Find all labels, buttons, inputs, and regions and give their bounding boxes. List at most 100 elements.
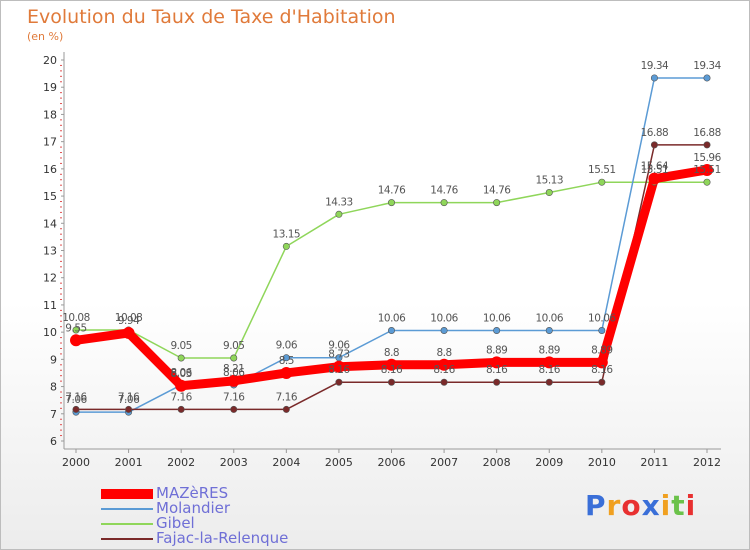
data-point <box>280 366 293 379</box>
y-minor-tick <box>60 282 62 284</box>
y-tick-label: 8 <box>50 381 57 394</box>
legend-swatch-gibel <box>101 522 153 525</box>
data-point <box>335 210 343 218</box>
y-minor-tick <box>60 288 62 290</box>
data-point <box>650 74 658 82</box>
y-tick-label: 20 <box>43 54 57 67</box>
data-point <box>387 199 395 207</box>
y-minor-tick <box>60 75 62 77</box>
legend-label-fajac: Fajac-la-Relenque <box>156 529 289 547</box>
data-label: 8.16 <box>539 364 561 376</box>
logo-letter: i <box>685 489 697 522</box>
chart-subtitle: (en %) <box>27 30 64 43</box>
data-label: 10.06 <box>483 313 511 325</box>
data-label: 8.89 <box>539 344 560 356</box>
x-tick-label: 2007 <box>430 456 458 469</box>
data-point <box>703 74 711 82</box>
data-label: 8.16 <box>591 364 613 376</box>
data-label: 14.76 <box>430 185 458 197</box>
data-label: 8.89 <box>486 344 507 356</box>
logo-letter: i <box>660 489 672 522</box>
data-point <box>177 354 185 362</box>
legend-item-mazeres[interactable]: MAZèRES <box>101 486 288 501</box>
data-label: 7.06 <box>118 394 140 406</box>
data-point <box>335 378 343 386</box>
y-minor-tick <box>60 418 62 420</box>
y-minor-tick <box>60 184 62 186</box>
legend-label-molandier: Molandier <box>156 499 231 517</box>
data-point <box>440 327 448 335</box>
y-minor-tick <box>60 239 62 241</box>
x-tick-label: 2006 <box>378 456 406 469</box>
data-point <box>125 405 133 413</box>
y-tick-label: 6 <box>50 435 57 448</box>
data-point <box>545 327 553 335</box>
y-minor-tick <box>60 70 62 72</box>
data-label: 14.76 <box>483 185 511 197</box>
y-minor-tick <box>60 315 62 317</box>
data-label: 8.16 <box>433 364 455 376</box>
data-point <box>493 199 501 207</box>
y-minor-tick <box>60 391 62 393</box>
data-point <box>493 378 501 386</box>
data-point <box>598 178 606 186</box>
data-label: 9.06 <box>328 340 350 352</box>
y-tick-label: 14 <box>43 217 57 230</box>
data-label: 15.13 <box>535 175 563 187</box>
data-label: 9.05 <box>170 340 191 352</box>
legend-swatch-molandier <box>101 507 153 510</box>
data-label: 9.05 <box>223 340 244 352</box>
x-tick-label: 2005 <box>325 456 353 469</box>
x-tick-label: 2010 <box>588 456 616 469</box>
data-label: 7.16 <box>223 391 245 403</box>
data-label: 15.96 <box>693 152 721 164</box>
data-label: 10.08 <box>115 312 143 324</box>
data-label: 8.5 <box>279 355 294 367</box>
data-point <box>122 326 135 339</box>
y-tick-label: 9 <box>50 353 57 366</box>
axes: 6 7 8 9 10 11 12 13 14 15 16 17 18 19 20 2000 2001 2002 20… <box>43 52 721 469</box>
data-point <box>282 354 290 362</box>
y-minor-tick <box>60 233 62 235</box>
data-label: 9.94 <box>118 315 140 327</box>
data-label: 8.89 <box>591 344 612 356</box>
data-label: 19.34 <box>693 60 721 72</box>
data-point <box>545 378 553 386</box>
y-minor-tick <box>60 375 62 377</box>
data-label: 13.15 <box>273 228 301 240</box>
data-label: 7.16 <box>118 391 140 403</box>
y-minor-tick <box>60 201 62 203</box>
y-tick-label: 13 <box>43 245 57 258</box>
legend-item-molandier[interactable]: Molandier <box>101 501 288 516</box>
data-label: 8.21 <box>223 363 244 375</box>
data-label: 8.06 <box>170 367 192 379</box>
y-minor-tick <box>60 424 62 426</box>
y-minor-tick <box>60 429 62 431</box>
data-label: 10.08 <box>62 312 90 324</box>
data-label: 19.34 <box>641 60 669 72</box>
y-minor-tick <box>60 130 62 132</box>
data-labels: 9.55 9.94 8.03 8.21 8.5 8.73 8.8 8.8 8.89 8.89 8.8… <box>62 60 722 406</box>
y-minor-tick <box>60 298 62 300</box>
legend-item-fajac[interactable]: Fajac-la-Relenque <box>101 531 288 546</box>
legend-item-gibel[interactable]: Gibel <box>101 516 288 531</box>
data-label: 7.16 <box>276 391 298 403</box>
y-minor-tick <box>60 435 62 437</box>
y-minor-tick <box>60 309 62 311</box>
data-point <box>545 189 553 197</box>
y-minor-tick <box>60 407 62 409</box>
y-minor-tick <box>60 146 62 148</box>
y-minor-tick <box>60 206 62 208</box>
y-minor-tick <box>60 260 62 262</box>
data-point <box>175 379 188 392</box>
data-label: 15.51 <box>693 164 721 176</box>
legend: MAZèRES Molandier Gibel Fajac-la-Relenqu… <box>101 486 288 546</box>
x-tick-label: 2002 <box>167 456 195 469</box>
data-point <box>282 405 290 413</box>
y-minor-tick <box>60 162 62 164</box>
y-minor-tick <box>60 135 62 137</box>
y-minor-tick <box>60 108 62 110</box>
y-minor-tick <box>60 103 62 105</box>
